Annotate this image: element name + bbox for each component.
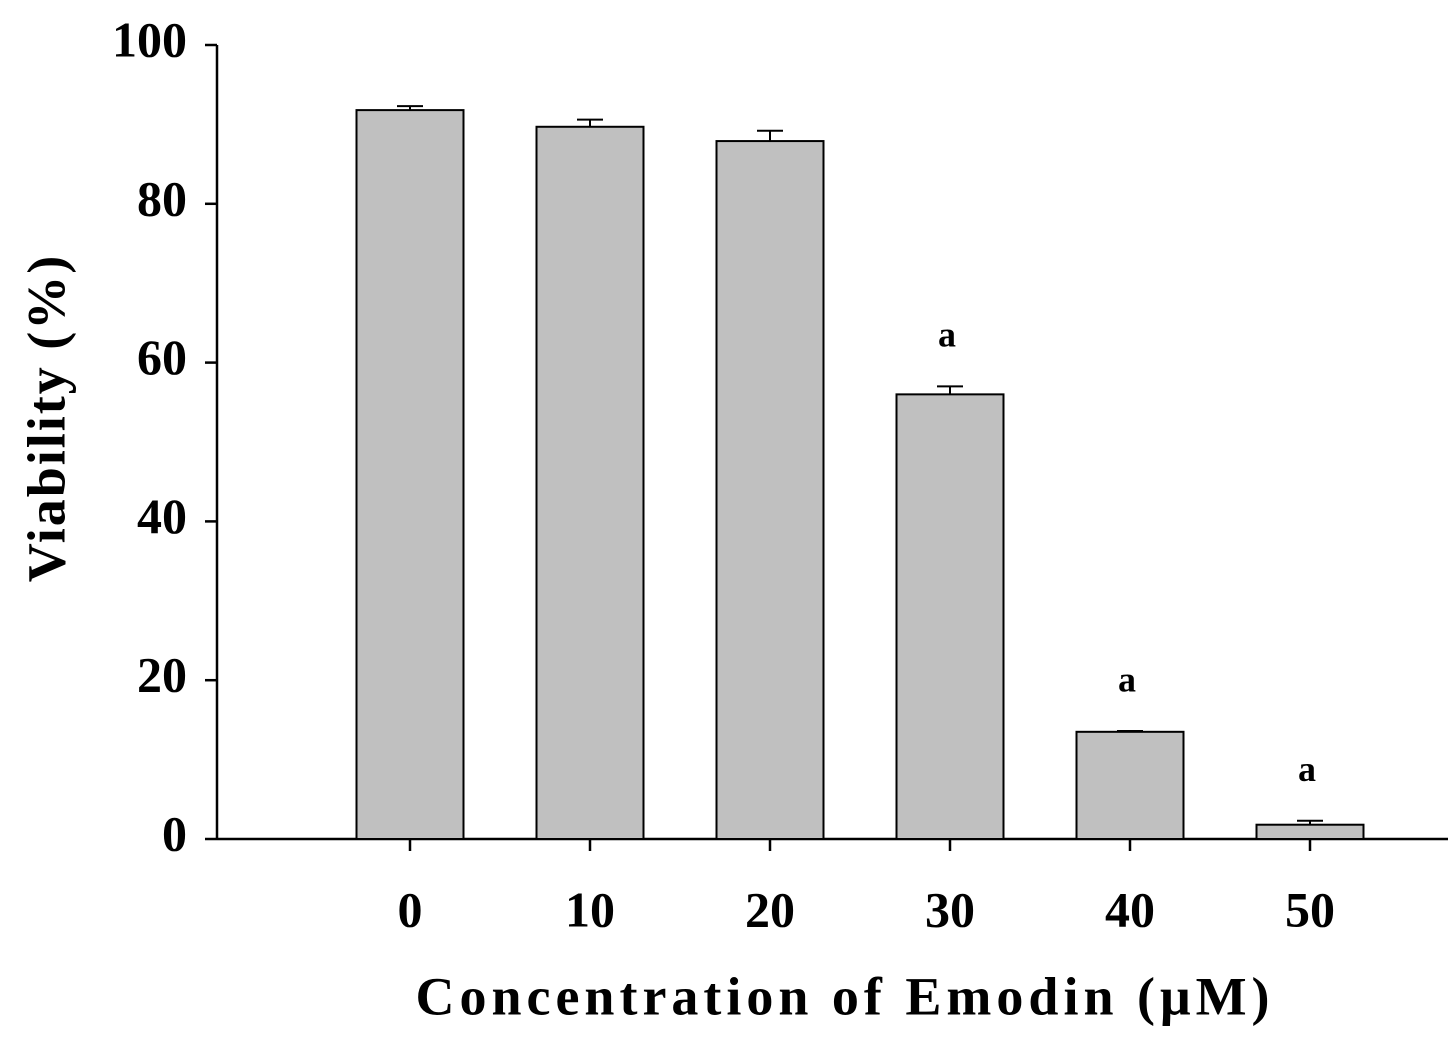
- y-tick-label: 20: [137, 647, 187, 703]
- y-tick-label: 100: [112, 11, 187, 67]
- x-tick-label: 10: [565, 881, 615, 937]
- bar: [535, 125, 645, 841]
- y-axis-title: Viability (%): [16, 254, 76, 582]
- y-tick-label: 80: [137, 170, 187, 226]
- x-tick-label: 0: [398, 881, 423, 937]
- bar: [1255, 823, 1365, 841]
- x-tick-label: 50: [1285, 881, 1335, 937]
- y-tick-label: 60: [137, 329, 187, 385]
- x-tick-label: 30: [925, 881, 975, 937]
- error-bar: [1117, 730, 1143, 733]
- error-bar: [397, 105, 423, 111]
- error-bar: [1297, 819, 1323, 825]
- error-bar: [757, 129, 783, 142]
- annotation: a: [1298, 749, 1316, 789]
- bar: [715, 140, 825, 841]
- error-bar: [577, 118, 603, 127]
- x-tick-label: 20: [745, 881, 795, 937]
- y-tick-label: 0: [162, 805, 187, 861]
- error-bar: [937, 385, 963, 395]
- y-tick-label: 40: [137, 488, 187, 544]
- annotation: a: [938, 315, 956, 355]
- bar: [355, 109, 465, 841]
- bar: [895, 393, 1005, 840]
- x-axis-title: Concentration of Emodin (μM): [415, 966, 1274, 1026]
- annotation: a: [1118, 659, 1136, 699]
- bar: [1075, 730, 1185, 840]
- x-tick-label: 40: [1105, 881, 1155, 937]
